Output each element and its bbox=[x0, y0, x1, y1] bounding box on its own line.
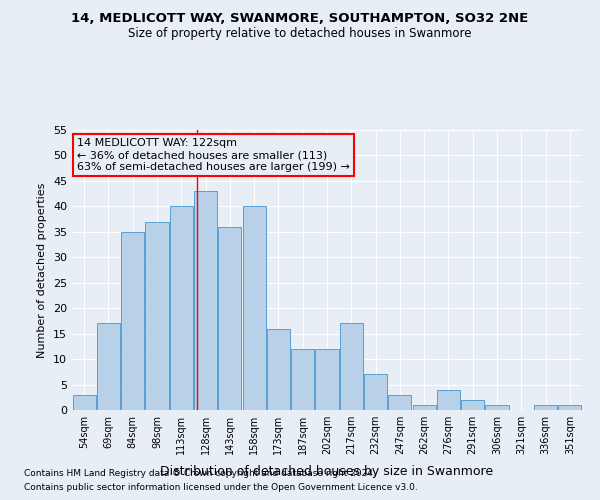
Bar bbox=[485, 405, 509, 410]
Text: Contains public sector information licensed under the Open Government Licence v3: Contains public sector information licen… bbox=[24, 484, 418, 492]
X-axis label: Distribution of detached houses by size in Swanmore: Distribution of detached houses by size … bbox=[160, 466, 494, 478]
Y-axis label: Number of detached properties: Number of detached properties bbox=[37, 182, 47, 358]
Text: 14, MEDLICOTT WAY, SWANMORE, SOUTHAMPTON, SO32 2NE: 14, MEDLICOTT WAY, SWANMORE, SOUTHAMPTON… bbox=[71, 12, 529, 26]
Bar bbox=[316, 349, 338, 410]
Bar bbox=[267, 328, 290, 410]
Text: Contains HM Land Registry data © Crown copyright and database right 2024.: Contains HM Land Registry data © Crown c… bbox=[24, 468, 376, 477]
Bar bbox=[97, 324, 120, 410]
Bar bbox=[437, 390, 460, 410]
Bar bbox=[364, 374, 387, 410]
Bar bbox=[170, 206, 193, 410]
Bar bbox=[461, 400, 484, 410]
Bar bbox=[242, 206, 266, 410]
Bar bbox=[218, 226, 241, 410]
Bar bbox=[145, 222, 169, 410]
Text: 14 MEDLICOTT WAY: 122sqm
← 36% of detached houses are smaller (113)
63% of semi-: 14 MEDLICOTT WAY: 122sqm ← 36% of detach… bbox=[77, 138, 350, 172]
Text: Size of property relative to detached houses in Swanmore: Size of property relative to detached ho… bbox=[128, 28, 472, 40]
Bar bbox=[388, 394, 412, 410]
Bar bbox=[73, 394, 95, 410]
Bar bbox=[534, 405, 557, 410]
Bar bbox=[291, 349, 314, 410]
Bar bbox=[340, 324, 363, 410]
Bar bbox=[121, 232, 144, 410]
Bar bbox=[413, 405, 436, 410]
Bar bbox=[559, 405, 581, 410]
Bar bbox=[194, 191, 217, 410]
